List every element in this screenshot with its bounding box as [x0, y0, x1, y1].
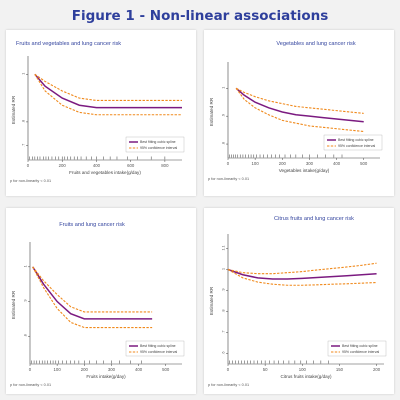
x-axis-label: Citrus fruits intake(g/day) [280, 374, 332, 379]
x-tick-label: 500 [162, 367, 170, 372]
legend-box [323, 134, 383, 151]
x-tick-label: 0 [29, 367, 32, 372]
chart-title: Citrus fruits and lung cancer risk [274, 216, 354, 222]
fit-series-line [32, 266, 153, 320]
fit-series-line [227, 268, 377, 280]
figure-title: Figure 1 - Non-linear associations [71, 8, 329, 24]
x-tick-label: 50 [263, 367, 268, 372]
chart-panel-fruits: Fruits and lung cancer risk 1 .9 .8 0 100 200 3… [6, 208, 196, 394]
x-tick-label: 200 [81, 367, 89, 372]
chart-fruits-vegetables: Fruits and vegetables and lung cancer ri… [10, 41, 185, 183]
legend-box [125, 136, 185, 153]
y-tick-label: .8 [222, 142, 226, 145]
x-tick-label: 200 [373, 367, 381, 372]
fit-series-line [34, 73, 182, 109]
y-tick-label: .7 [222, 331, 226, 334]
legend-label-ci: 95% confidence interval [342, 350, 379, 354]
legend-label-ci: 95% confidence interval [140, 350, 177, 354]
ci-upper-line [32, 266, 153, 313]
x-tick-label: 0 [27, 163, 30, 168]
y-tick-label: .8 [24, 334, 28, 337]
legend-box [125, 340, 185, 357]
x-tick-label: 800 [161, 163, 169, 168]
chart-vegetables: Vegetables and lung cancer risk 1 .9 .8 0 100… [208, 41, 383, 181]
x-tick-label: 400 [333, 161, 341, 166]
y-tick-label: .9 [24, 300, 28, 303]
x-axis-label: Vegetables intake(g/day) [279, 168, 330, 173]
chart-title: Vegetables and lung cancer risk [276, 41, 355, 47]
y-axis-label: Estimated RR [209, 286, 214, 315]
ci-lower-line [235, 87, 364, 133]
x-tick-label: 300 [108, 367, 116, 372]
ci-upper-line [235, 87, 364, 114]
y-axis-label: Estimated RR [209, 97, 214, 126]
y-tick-label: 1 [24, 265, 28, 267]
chart-fruits: Fruits and lung cancer risk 1 .9 .8 0 100 200 3… [10, 222, 185, 387]
x-tick-label: 200 [279, 161, 287, 166]
legend-label-ci: 95% confidence interval [338, 144, 375, 148]
y-axis-label: Estimated RR [11, 95, 16, 124]
ci-lower-line [34, 74, 182, 116]
legend-box [327, 340, 387, 357]
x-tick-label: 400 [93, 163, 101, 168]
chart-panel-fruits-vegetables: Fruits and vegetables and lung cancer ri… [6, 30, 196, 196]
x-tick-label: 500 [360, 161, 368, 166]
y-tick-label: .6 [222, 352, 226, 355]
x-tick-label: 300 [306, 161, 314, 166]
x-tick-label: 100 [252, 161, 260, 166]
y-tick-label: 1 [222, 268, 226, 270]
x-tick-label: 200 [59, 163, 67, 168]
ci-upper-line [34, 73, 182, 102]
legend-label-fit: Best fitting cubic spline [140, 344, 176, 348]
y-tick-label: .8 [22, 120, 26, 123]
y-tick-label: 1 [22, 73, 26, 75]
y-tick-label: .7 [22, 144, 26, 147]
legend-label-ci: 95% confidence interval [140, 146, 177, 150]
y-tick-label: .8 [222, 310, 226, 313]
x-tick-label: 600 [127, 163, 135, 168]
p-nonlinearity-label: p for non-linearity < 0.01 [208, 177, 249, 181]
p-nonlinearity-label: p for non-linearity < 0.01 [10, 179, 51, 183]
x-tick-label: 150 [336, 367, 344, 372]
x-tick-label: 0 [227, 367, 230, 372]
x-axis-label: Fruits intake(g/day) [86, 374, 126, 379]
legend-label-fit: Best fitting cubic spline [338, 138, 374, 142]
x-axis-label: Fruits and vegetables intake(g/day) [69, 170, 141, 175]
y-tick-label: 1.1 [222, 246, 226, 251]
legend-label-fit: Best fitting cubic spline [342, 344, 378, 348]
chart-citrus-fruits: Citrus fruits and lung cancer risk 1.1 1 .9… [208, 216, 387, 387]
ci-upper-line [227, 262, 377, 275]
x-tick-label: 0 [227, 161, 230, 166]
p-nonlinearity-label: p for non-linearity < 0.01 [10, 383, 51, 387]
y-axis-label: Estimated RR [11, 290, 16, 319]
p-nonlinearity-label: p for non-linearity < 0.01 [208, 383, 249, 387]
chart-panel-vegetables: Vegetables and lung cancer risk 1 .9 .8 0 100… [204, 30, 394, 196]
ci-lower-line [32, 266, 153, 329]
legend-label-fit: Best fitting cubic spline [140, 140, 176, 144]
chart-title: Fruits and lung cancer risk [59, 222, 125, 228]
fit-series-line [235, 87, 364, 123]
y-tick-label: 1 [222, 87, 226, 89]
chart-title: Fruits and vegetables and lung cancer ri… [16, 41, 121, 47]
y-tick-label: .9 [222, 114, 226, 117]
ci-lower-line [227, 269, 377, 286]
x-tick-label: 400 [135, 367, 143, 372]
x-tick-label: 100 [54, 367, 62, 372]
x-tick-label: 100 [299, 367, 307, 372]
y-tick-label: .9 [222, 289, 226, 292]
chart-panel-citrus-fruits: Citrus fruits and lung cancer risk 1.1 1 .9… [204, 208, 394, 394]
